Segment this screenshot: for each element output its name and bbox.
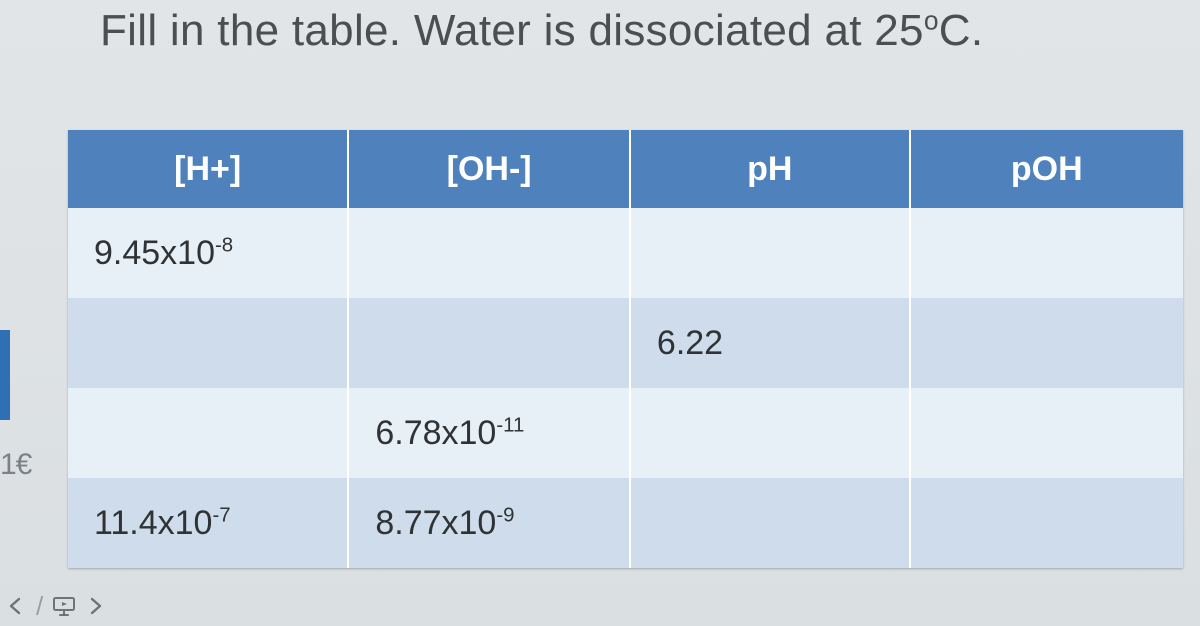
table-row: 6.78x10-11 (68, 388, 1183, 478)
cell-h[interactable]: 11.4x10-7 (68, 478, 348, 568)
slide-tab-label: 1€ (0, 448, 36, 482)
cell-h[interactable] (68, 388, 348, 478)
next-slide-icon[interactable] (85, 596, 105, 616)
cell-poh[interactable] (910, 208, 1183, 298)
table-header-row: [H+] [OH-] pH pOH (68, 130, 1183, 208)
cell-oh[interactable] (348, 298, 630, 388)
chemistry-table: [H+] [OH-] pH pOH 9.45x10-8 6.22 6.78 (68, 130, 1183, 568)
cell-ph[interactable] (630, 208, 910, 298)
table-row: 11.4x10-7 8.77x10-9 (68, 478, 1183, 568)
col-h-plus: [H+] (68, 130, 348, 208)
cell-oh[interactable]: 8.77x10-9 (348, 478, 630, 568)
table-row: 6.22 (68, 298, 1183, 388)
nav-toolbar: / (0, 586, 126, 626)
cell-ph[interactable] (630, 388, 910, 478)
slide: Fill in the table. Water is dissociated … (0, 0, 1200, 626)
col-ph: pH (630, 130, 910, 208)
cell-oh[interactable] (348, 208, 630, 298)
cell-h[interactable] (68, 298, 348, 388)
cell-poh[interactable] (910, 388, 1183, 478)
col-poh: pOH (910, 130, 1183, 208)
col-oh-minus: [OH-] (348, 130, 630, 208)
cell-oh[interactable]: 6.78x10-11 (348, 388, 630, 478)
cell-ph[interactable]: 6.22 (630, 298, 910, 388)
slide-tab-marker (0, 330, 10, 420)
cell-ph[interactable] (630, 478, 910, 568)
slideshow-icon[interactable] (53, 596, 75, 616)
slide-title: Fill in the table. Water is dissociated … (100, 6, 1160, 56)
prev-slide-icon[interactable] (6, 596, 26, 616)
table-row: 9.45x10-8 (68, 208, 1183, 298)
toolbar-separator: / (36, 591, 43, 622)
cell-h[interactable]: 9.45x10-8 (68, 208, 348, 298)
cell-poh[interactable] (910, 298, 1183, 388)
cell-poh[interactable] (910, 478, 1183, 568)
